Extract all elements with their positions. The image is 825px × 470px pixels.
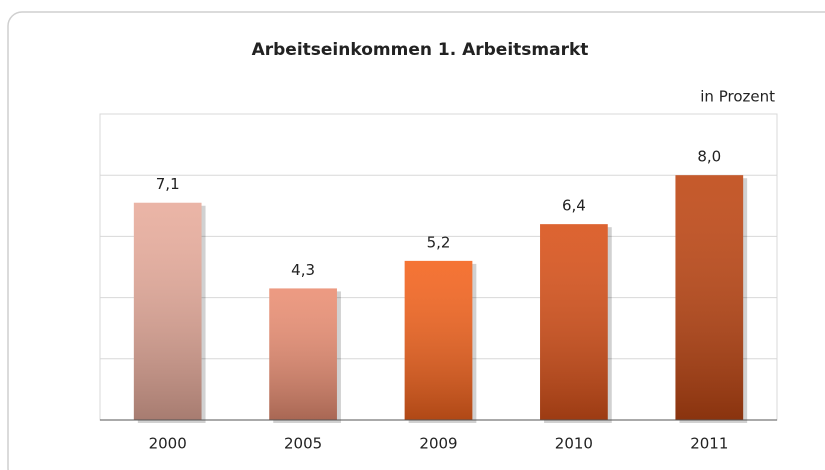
value-label: 6,4 <box>562 197 586 215</box>
value-label: 7,1 <box>156 175 180 193</box>
x-tick-label: 2010 <box>555 435 593 453</box>
bar-shade <box>675 175 744 420</box>
chart-title: Arbeitseinkommen 1. Arbeitsmarkt <box>252 40 589 60</box>
value-label: 8,0 <box>697 148 721 166</box>
value-label: 5,2 <box>427 233 451 251</box>
bar-shade <box>404 260 473 420</box>
bar-shade <box>133 202 202 420</box>
x-tick-label: 2000 <box>149 435 187 453</box>
chart-subtitle: in Prozent <box>700 88 775 106</box>
value-label: 4,3 <box>291 261 315 279</box>
x-tick-label: 2009 <box>419 435 457 453</box>
bar-shade <box>269 288 337 420</box>
x-tick-label: 2011 <box>690 435 728 453</box>
bar-shade <box>540 224 608 420</box>
x-tick-label: 2005 <box>284 435 322 453</box>
